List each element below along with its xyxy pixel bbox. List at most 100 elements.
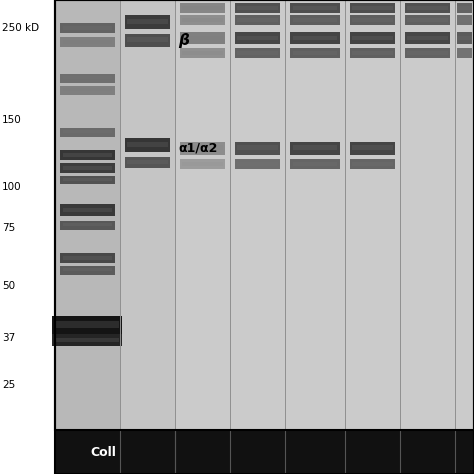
Bar <box>350 142 395 155</box>
Bar <box>60 265 115 274</box>
Text: 25: 25 <box>2 380 15 390</box>
Bar <box>180 32 225 44</box>
Bar <box>407 6 448 9</box>
Text: ✓: ✓ <box>194 443 210 462</box>
Bar <box>127 160 168 164</box>
Bar <box>60 37 115 47</box>
Bar <box>182 162 223 165</box>
Bar <box>182 6 223 9</box>
Text: 250 kD: 250 kD <box>2 23 39 33</box>
Bar <box>457 36 472 40</box>
Bar <box>352 162 393 165</box>
Bar <box>60 128 115 137</box>
Bar <box>60 176 115 184</box>
Text: 75: 75 <box>2 223 15 233</box>
Bar <box>237 36 278 40</box>
Bar <box>235 142 280 155</box>
Bar <box>350 32 395 44</box>
Bar <box>352 36 393 40</box>
Text: β: β <box>178 33 189 47</box>
Text: 50: 50 <box>2 281 15 291</box>
Bar <box>352 51 393 55</box>
Bar <box>293 51 337 55</box>
Text: ✓: ✓ <box>307 443 323 462</box>
Bar <box>0 0 55 430</box>
Bar <box>291 32 339 44</box>
Text: 100: 100 <box>2 182 22 192</box>
Bar <box>457 3 472 13</box>
Bar <box>60 204 115 216</box>
Bar <box>293 18 337 21</box>
Bar <box>405 32 450 44</box>
Bar <box>407 36 448 40</box>
Bar <box>293 6 337 9</box>
Bar <box>60 23 115 33</box>
Bar <box>293 146 337 150</box>
Bar <box>56 321 119 328</box>
Bar <box>405 48 450 58</box>
Bar <box>182 51 223 55</box>
Bar <box>180 142 225 155</box>
Bar <box>405 15 450 25</box>
Bar <box>352 146 393 150</box>
Bar <box>125 156 170 167</box>
Bar <box>63 76 112 79</box>
Bar <box>60 73 115 82</box>
Bar <box>127 142 168 147</box>
Bar <box>63 268 112 271</box>
Bar <box>352 18 393 21</box>
Bar <box>53 316 122 334</box>
Bar <box>120 0 175 430</box>
Bar <box>182 18 223 21</box>
Bar <box>55 430 474 474</box>
Bar <box>55 0 120 430</box>
Bar <box>56 337 119 342</box>
Bar <box>235 32 280 44</box>
Bar <box>55 430 474 474</box>
Bar <box>55 0 474 430</box>
Bar <box>180 15 225 25</box>
Bar <box>350 159 395 169</box>
Bar <box>60 150 115 160</box>
Bar <box>405 3 450 13</box>
Text: Coll: Coll <box>90 446 116 458</box>
Text: ✓: ✓ <box>456 443 473 462</box>
Bar <box>55 0 474 430</box>
Bar <box>63 88 112 91</box>
Bar <box>407 51 448 55</box>
Bar <box>350 48 395 58</box>
Bar <box>291 159 339 169</box>
Bar <box>63 40 112 44</box>
Bar <box>63 130 112 133</box>
Bar <box>237 18 278 21</box>
Bar <box>127 37 168 42</box>
Bar <box>180 48 225 58</box>
Bar <box>291 3 339 13</box>
Bar <box>291 142 339 155</box>
Bar <box>63 223 112 227</box>
Text: ✓: ✓ <box>249 443 266 462</box>
Bar <box>237 51 278 55</box>
Bar <box>63 208 112 212</box>
Bar <box>457 48 472 58</box>
Bar <box>457 6 472 9</box>
Bar <box>53 334 122 346</box>
Bar <box>237 146 278 150</box>
Bar <box>407 18 448 21</box>
Bar <box>63 256 112 259</box>
Bar <box>125 138 170 152</box>
Bar <box>291 48 339 58</box>
Bar <box>235 159 280 169</box>
Bar <box>180 3 225 13</box>
Bar <box>291 15 339 25</box>
Bar <box>235 48 280 58</box>
Bar <box>235 15 280 25</box>
Bar <box>60 163 115 173</box>
Text: 150: 150 <box>2 115 22 126</box>
Bar <box>235 3 280 13</box>
Text: ✓: ✓ <box>365 443 381 462</box>
Bar <box>63 26 112 29</box>
Bar <box>237 162 278 165</box>
Bar <box>457 18 472 21</box>
Bar <box>350 3 395 13</box>
